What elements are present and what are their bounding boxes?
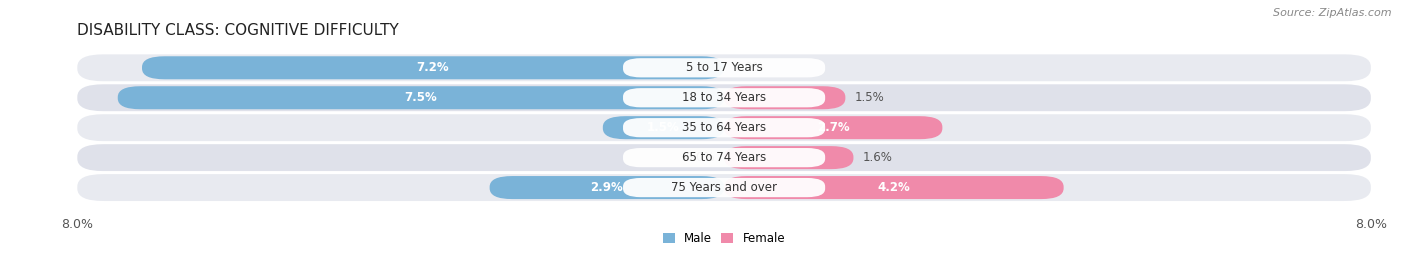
- Text: 1.5%: 1.5%: [647, 121, 681, 134]
- FancyBboxPatch shape: [724, 116, 942, 139]
- FancyBboxPatch shape: [603, 116, 724, 139]
- Text: 1.5%: 1.5%: [855, 91, 884, 104]
- Text: 0.0%: 0.0%: [734, 61, 763, 74]
- Text: DISABILITY CLASS: COGNITIVE DIFFICULTY: DISABILITY CLASS: COGNITIVE DIFFICULTY: [77, 23, 399, 38]
- Text: 18 to 34 Years: 18 to 34 Years: [682, 91, 766, 104]
- FancyBboxPatch shape: [77, 84, 1371, 111]
- Text: 65 to 74 Years: 65 to 74 Years: [682, 151, 766, 164]
- FancyBboxPatch shape: [724, 86, 845, 109]
- Text: 2.7%: 2.7%: [817, 121, 849, 134]
- FancyBboxPatch shape: [118, 86, 724, 109]
- FancyBboxPatch shape: [77, 174, 1371, 201]
- Text: 5 to 17 Years: 5 to 17 Years: [686, 61, 762, 74]
- FancyBboxPatch shape: [142, 56, 724, 79]
- Text: 4.2%: 4.2%: [877, 181, 910, 194]
- Text: Source: ZipAtlas.com: Source: ZipAtlas.com: [1274, 8, 1392, 18]
- Text: 0.0%: 0.0%: [685, 151, 714, 164]
- FancyBboxPatch shape: [623, 58, 825, 77]
- Text: 35 to 64 Years: 35 to 64 Years: [682, 121, 766, 134]
- Text: 2.9%: 2.9%: [591, 181, 623, 194]
- Text: 7.5%: 7.5%: [405, 91, 437, 104]
- Legend: Male, Female: Male, Female: [658, 228, 790, 250]
- Text: 1.6%: 1.6%: [863, 151, 893, 164]
- Text: 7.2%: 7.2%: [416, 61, 450, 74]
- FancyBboxPatch shape: [724, 146, 853, 169]
- FancyBboxPatch shape: [77, 114, 1371, 141]
- FancyBboxPatch shape: [623, 88, 825, 107]
- Text: 75 Years and over: 75 Years and over: [671, 181, 778, 194]
- FancyBboxPatch shape: [77, 144, 1371, 171]
- FancyBboxPatch shape: [489, 176, 724, 199]
- FancyBboxPatch shape: [623, 118, 825, 137]
- FancyBboxPatch shape: [77, 54, 1371, 81]
- FancyBboxPatch shape: [623, 178, 825, 197]
- FancyBboxPatch shape: [623, 148, 825, 167]
- FancyBboxPatch shape: [724, 176, 1064, 199]
